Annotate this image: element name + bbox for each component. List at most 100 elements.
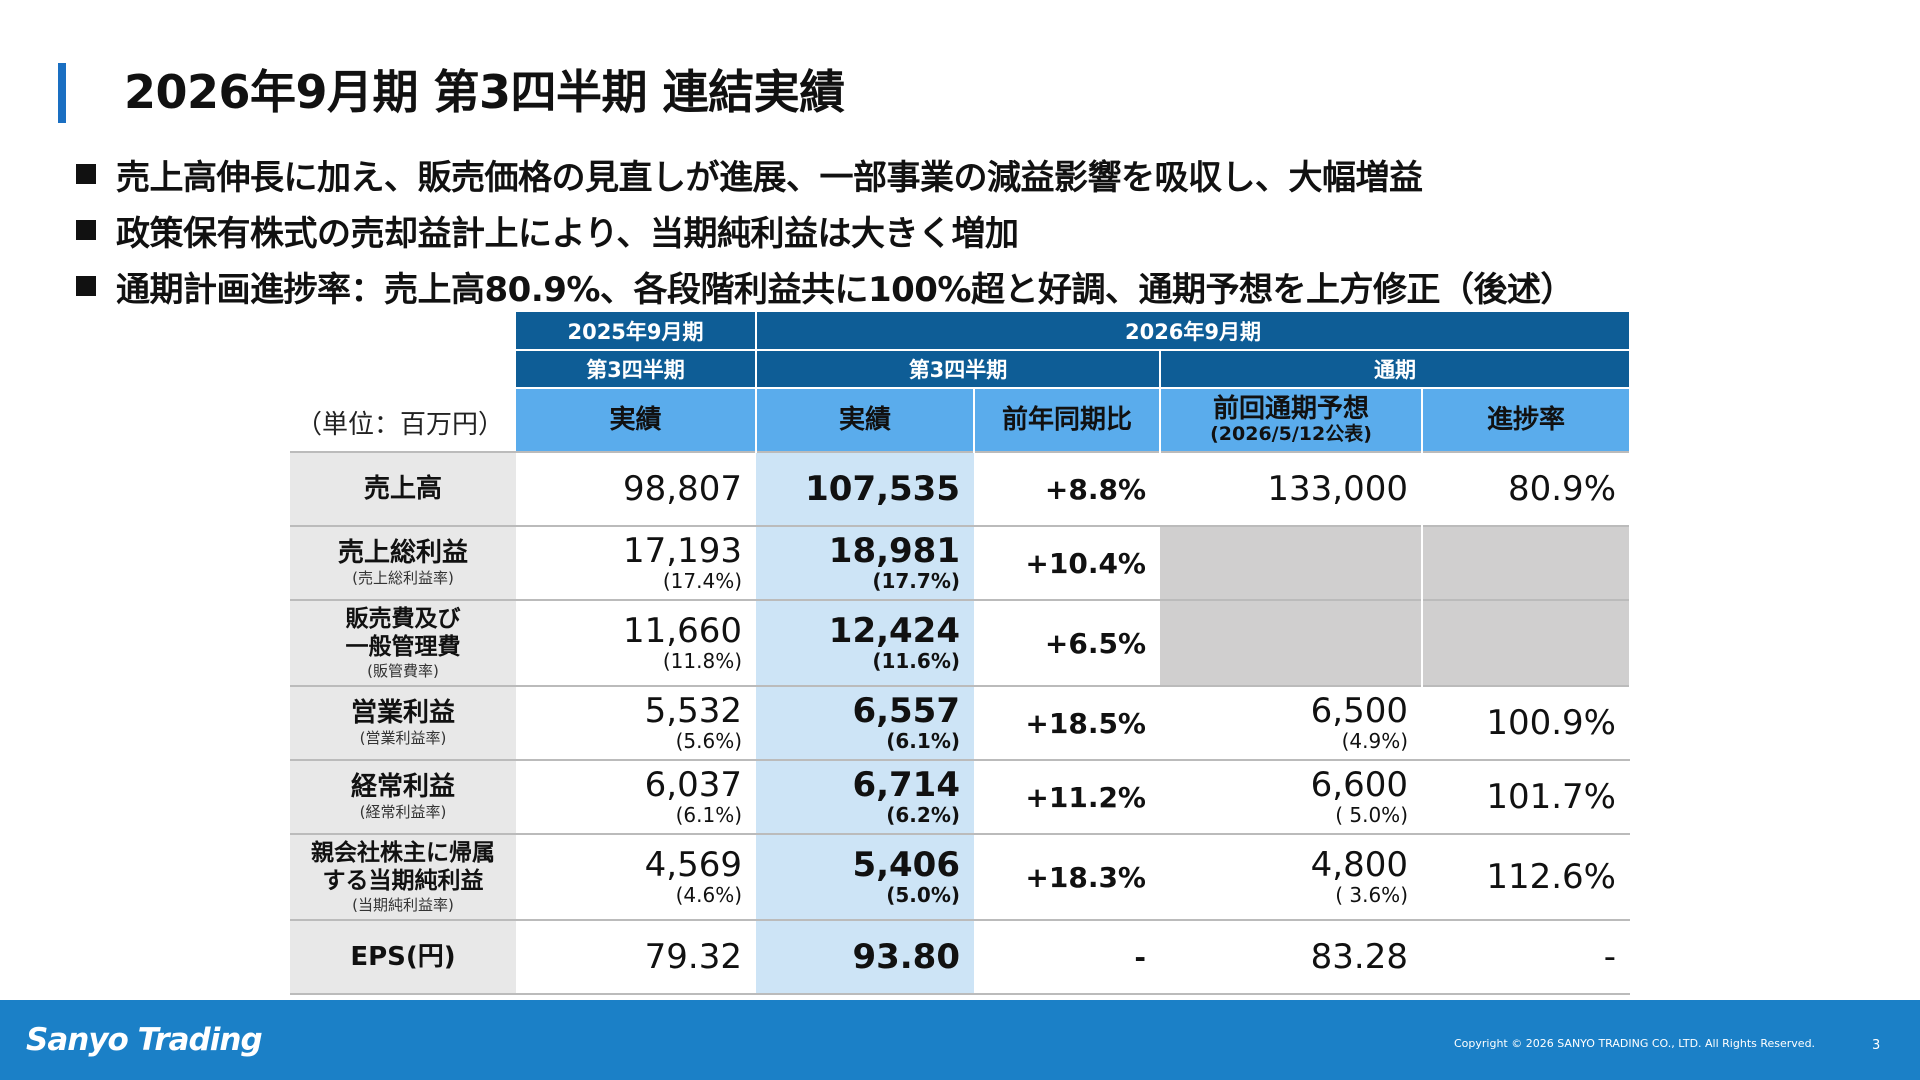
yoy-change: +10.4% xyxy=(974,525,1160,600)
yoy-change: +18.3% xyxy=(974,833,1160,920)
progress-rate: 101.7% xyxy=(1422,759,1630,834)
prev-value: 4,569 xyxy=(644,845,742,885)
header-fy2025: 2025年9月期 xyxy=(516,312,757,351)
header-actual-cur: 実績 xyxy=(756,388,975,452)
page-title: 2026年9月期 第3四半期 連結実績 xyxy=(124,65,845,119)
bullet-text: 通期計画進捗率：売上高80.9%、各段階利益共に100%超と好調、通期予想を上方… xyxy=(116,269,1575,310)
table-row-net-sales: 売上高 98,807 107,535 +8.8% 133,000 80.9% xyxy=(290,451,1630,526)
header-yoy: 前年同期比 xyxy=(974,388,1161,452)
header-row-period: （単位：百万円） 第3四半期 第3四半期 通期 xyxy=(290,350,1631,440)
row-label: 販売費及び 一般管理費 (販管費率) xyxy=(290,599,516,686)
row-label: EPS(円) xyxy=(290,919,516,995)
progress-empty xyxy=(1422,599,1631,686)
header-q3-cur: 第3四半期 xyxy=(756,350,1161,389)
yoy-change: +18.5% xyxy=(974,685,1160,760)
row-label-line2: する当期純利益 xyxy=(322,868,484,894)
prev-ratio: (4.6%) xyxy=(675,883,742,907)
table-row-eps: EPS(円) 79.32 93.80 - 83.28 - xyxy=(290,919,1630,995)
row-label-line1: 販売費及び xyxy=(345,606,461,632)
progress-rate: - xyxy=(1422,919,1630,995)
row-label-line1: 親会社株主に帰属 xyxy=(311,840,495,866)
forecast-empty xyxy=(1160,599,1423,686)
table-row-sga: 販売費及び 一般管理費 (販管費率) 11,660 (11.8%) 12,424… xyxy=(290,599,1631,686)
row-label-sub: (販管費率) xyxy=(367,662,439,680)
forecast-ratio: ( 5.0%) xyxy=(1335,803,1408,827)
bullet-item: 通期計画進捗率：売上高80.9%、各段階利益共に100%超と好調、通期予想を上方… xyxy=(76,258,1575,314)
bullet-item: 売上高伸長に加え、販売価格の見直しが進展、一部事業の減益影響を吸収し、大幅増益 xyxy=(76,146,1574,202)
bullet-item: 政策保有株式の売却益計上により、当期純利益は大きく増加 xyxy=(76,202,1574,258)
row-label: 売上総利益 (売上総利益率) xyxy=(290,525,516,600)
cur-value: 5,406 xyxy=(852,845,960,885)
square-bullet-icon xyxy=(76,164,96,184)
row-label-line2: 一般管理費 xyxy=(345,634,461,660)
table-row-ordinary-profit: 経常利益 (経常利益率) 6,037 (6.1%) 6,714 (6.2%) +… xyxy=(290,759,1630,834)
prev-ratio: (11.8%) xyxy=(662,649,742,673)
table-row-gross-profit: 売上総利益 (売上総利益率) 17,193 (17.4%) 18,981 (17… xyxy=(290,525,1631,600)
header-forecast-date: (2026/5/12公表) xyxy=(1210,423,1372,445)
forecast-ratio: ( 3.6%) xyxy=(1335,883,1408,907)
yoy-change: +11.2% xyxy=(974,759,1160,834)
bullet-text: 売上高伸長に加え、販売価格の見直しが進展、一部事業の減益影響を吸収し、大幅増益 xyxy=(116,157,1423,198)
cur-actual: 107,535 xyxy=(756,451,974,526)
header-blank xyxy=(290,312,516,350)
forecast-value: 4,800 ( 3.6%) xyxy=(1160,833,1422,920)
progress-empty xyxy=(1422,525,1631,600)
forecast-value: 6,500 (4.9%) xyxy=(1160,685,1422,760)
cur-actual: 6,714 (6.2%) xyxy=(756,759,974,834)
cur-ratio: (6.2%) xyxy=(886,803,960,827)
prev-ratio: (17.4%) xyxy=(662,569,742,593)
cur-ratio: (6.1%) xyxy=(886,729,960,753)
cur-value: 6,557 xyxy=(852,691,960,731)
table-row-operating-profit: 営業利益 (営業利益率) 5,532 (5.6%) 6,557 (6.1%) +… xyxy=(290,685,1630,760)
cur-value: 12,424 xyxy=(828,611,960,651)
header-fy2026: 2026年9月期 xyxy=(756,312,1631,351)
forecast-amount: 4,800 xyxy=(1310,845,1408,885)
row-label-sub: (当期純利益率) xyxy=(352,896,454,914)
prev-value: 5,532 xyxy=(644,691,742,731)
forecast-amount: 6,500 xyxy=(1310,691,1408,731)
cur-ratio: (17.7%) xyxy=(872,569,960,593)
cur-value: 6,714 xyxy=(852,765,960,805)
row-label: 売上高 xyxy=(290,451,516,526)
cur-ratio: (11.6%) xyxy=(872,649,960,673)
prev-value: 11,660 xyxy=(623,611,742,651)
cur-actual: 5,406 (5.0%) xyxy=(756,833,974,920)
row-label-sub: (経常利益率) xyxy=(359,803,447,821)
square-bullet-icon xyxy=(76,276,96,296)
prev-actual: 6,037 (6.1%) xyxy=(516,759,756,834)
header-q3-prev: 第3四半期 xyxy=(516,350,757,389)
progress-rate: 100.9% xyxy=(1422,685,1630,760)
page-number: 3 xyxy=(1872,1038,1881,1053)
row-label-main: 売上総利益 xyxy=(337,538,468,568)
forecast-value: 6,600 ( 5.0%) xyxy=(1160,759,1422,834)
cur-actual: 18,981 (17.7%) xyxy=(756,525,974,600)
forecast-value: 133,000 xyxy=(1160,451,1422,526)
progress-rate: 112.6% xyxy=(1422,833,1630,920)
company-logo: Sanyo Trading xyxy=(26,1022,263,1058)
header-progress: 進捗率 xyxy=(1422,388,1631,452)
bullet-list: 売上高伸長に加え、販売価格の見直しが進展、一部事業の減益影響を吸収し、大幅増益 … xyxy=(76,146,1575,314)
header-row-columns: 実績 実績 前年同期比 前回通期予想 (2026/5/12公表) 進捗率 xyxy=(290,388,1631,452)
header-forecast: 前回通期予想 (2026/5/12公表) xyxy=(1160,388,1423,452)
row-label-main: 営業利益 xyxy=(350,698,455,728)
footer-bar: Sanyo Trading Copyright © 2026 SANYO TRA… xyxy=(0,1000,1920,1080)
forecast-empty xyxy=(1160,525,1423,600)
prev-actual: 98,807 xyxy=(516,451,756,526)
row-label-main: 経常利益 xyxy=(350,772,455,802)
header-row-fiscal-year: 2025年9月期 2026年9月期 xyxy=(290,312,1631,351)
unit-label: （単位：百万円） xyxy=(295,410,504,440)
row-label-sub: (営業利益率) xyxy=(359,729,447,747)
forecast-ratio: (4.9%) xyxy=(1341,729,1408,753)
forecast-amount: 6,600 xyxy=(1310,765,1408,805)
prev-value: 6,037 xyxy=(644,765,742,805)
title-accent-bar xyxy=(58,63,66,123)
prev-actual: 11,660 (11.8%) xyxy=(516,599,756,686)
header-forecast-label: 前回通期予想 xyxy=(1212,394,1369,424)
bullet-text: 政策保有株式の売却益計上により、当期純利益は大きく増加 xyxy=(116,213,1019,254)
progress-rate: 80.9% xyxy=(1422,451,1630,526)
yoy-change: - xyxy=(974,919,1160,995)
row-label: 営業利益 (営業利益率) xyxy=(290,685,516,760)
header-actual-prev: 実績 xyxy=(516,388,757,452)
financial-results-table: 2025年9月期 2026年9月期 （単位：百万円） 第3四半期 第3四半期 通… xyxy=(290,312,1631,995)
row-label-sub: (売上総利益率) xyxy=(352,569,454,587)
